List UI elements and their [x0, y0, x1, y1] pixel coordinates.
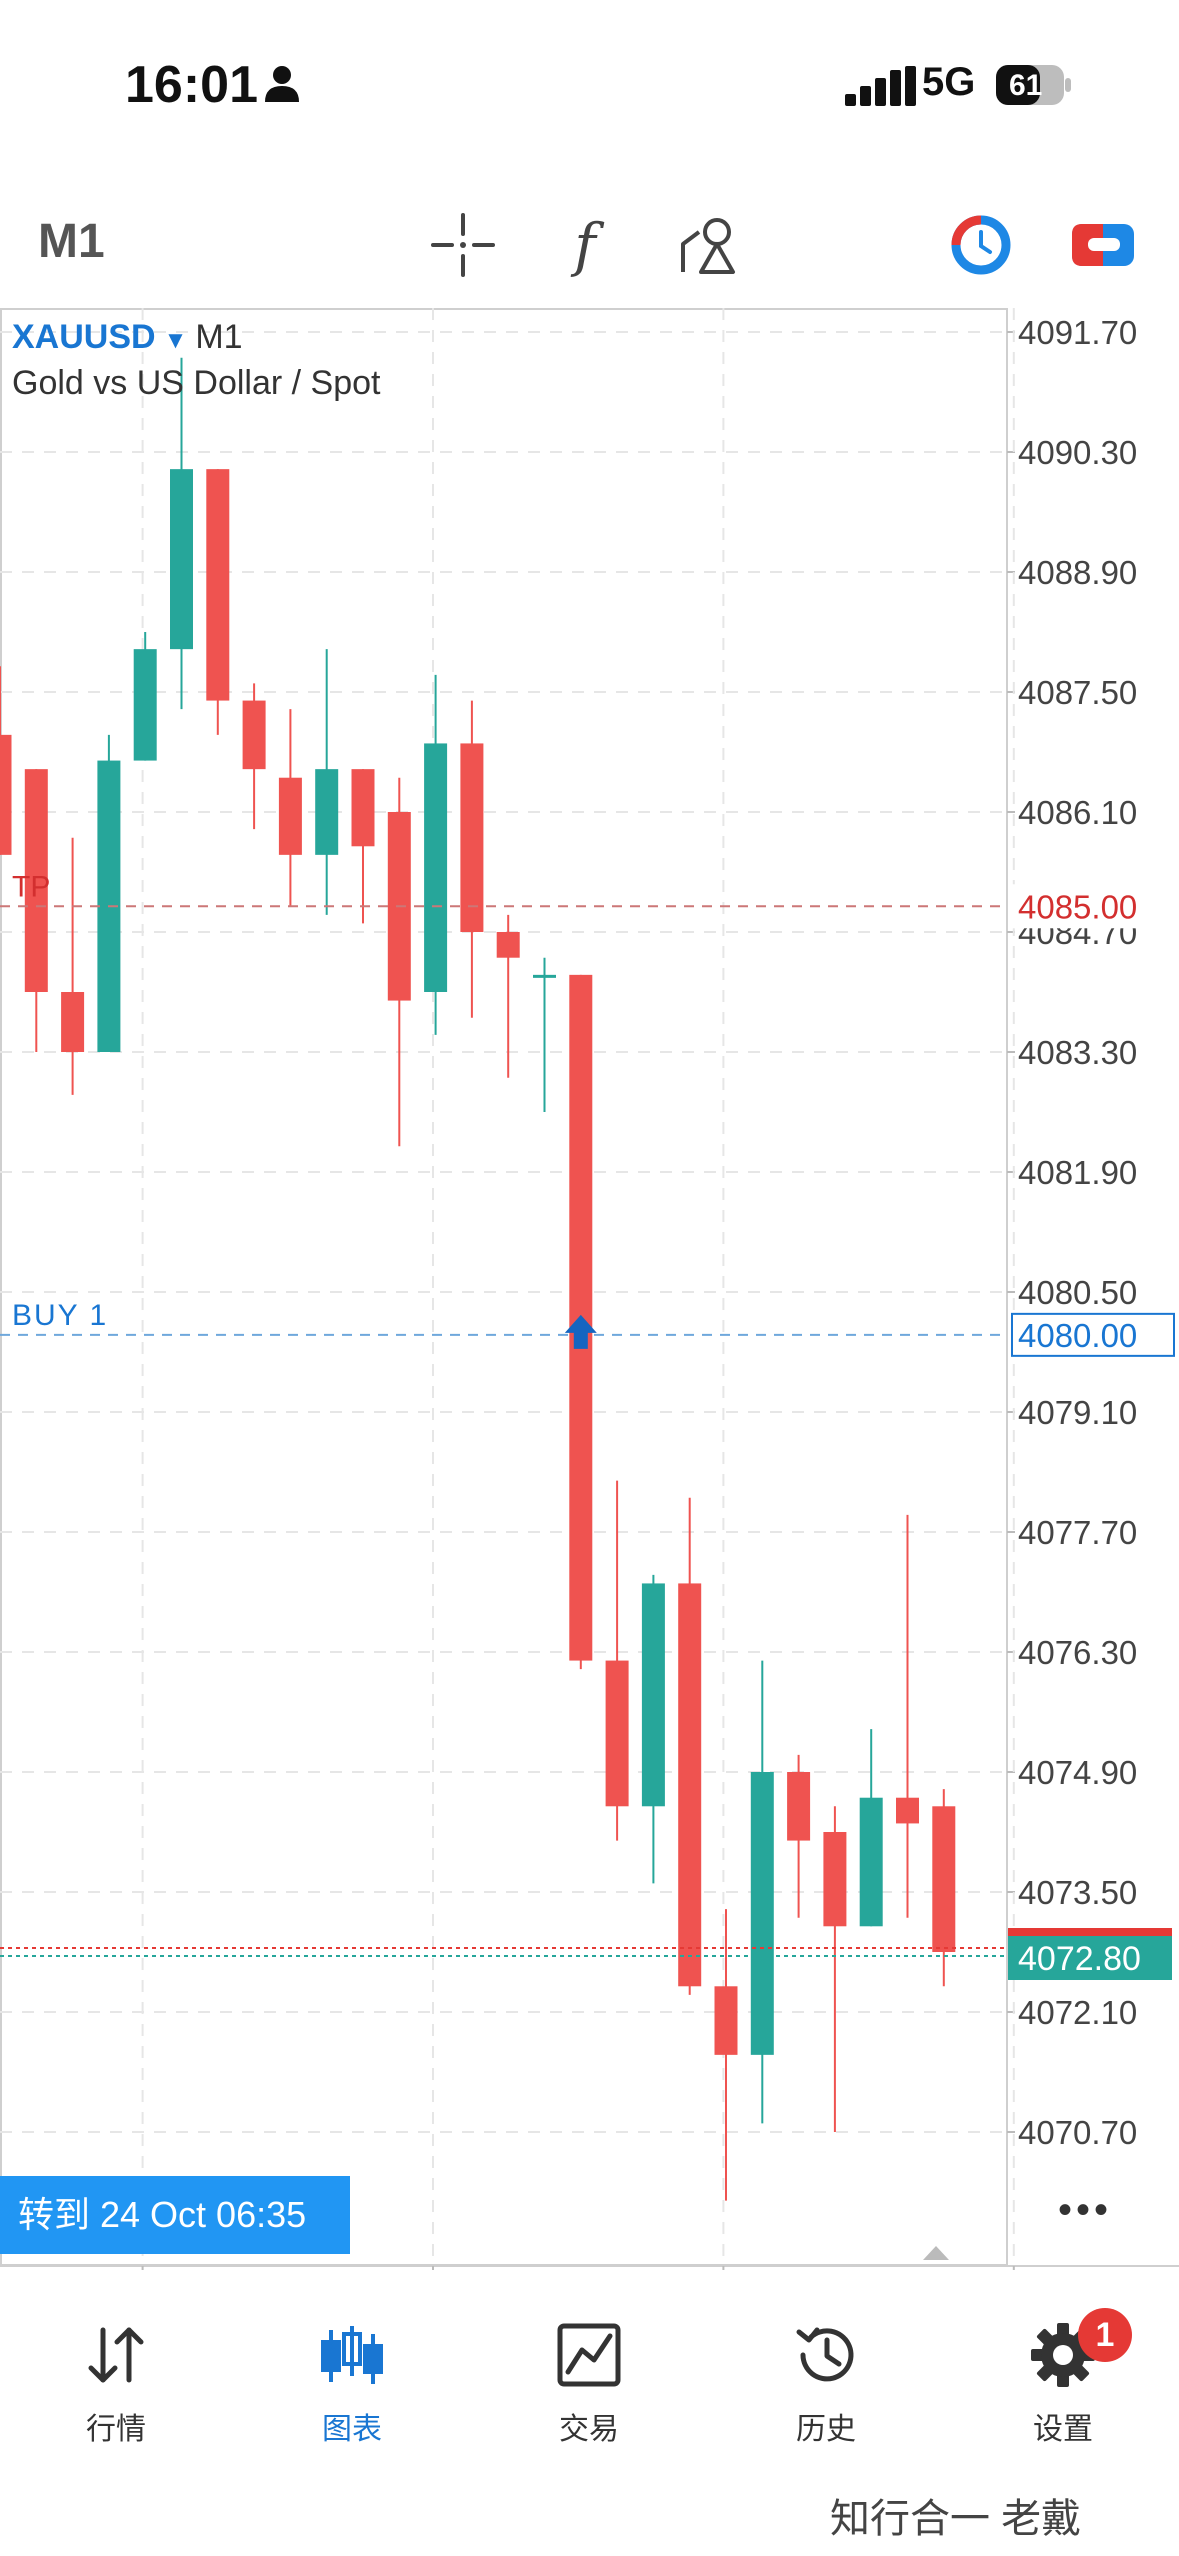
nav-label-chart: 图表	[322, 2413, 382, 2446]
candle-body[interactable]	[605, 1660, 629, 1807]
nav-item-chart[interactable]: 图表	[252, 2290, 452, 2450]
chart-shift-icon[interactable]	[923, 2246, 949, 2260]
y-tick-label: 4086.10	[1018, 794, 1137, 831]
settings-badge: 1	[1078, 2308, 1132, 2362]
status-time: 16:01	[125, 56, 258, 114]
y-tick-label: 4090.30	[1018, 434, 1137, 471]
candle-body[interactable]	[533, 974, 556, 978]
buy-price-box	[1011, 1312, 1175, 1357]
symbol-name[interactable]: XAUUSD	[12, 318, 156, 356]
ask-price-marker	[1008, 1928, 1172, 1938]
y-tick-label: 4076.30	[1018, 1634, 1137, 1671]
goto-date-button[interactable]: 转到 24 Oct 06:35	[0, 2176, 350, 2254]
candle-body[interactable]	[859, 1797, 883, 1927]
buy-label: BUY 1	[12, 1299, 108, 1332]
candle-body[interactable]	[61, 992, 85, 1052]
trade-clock-icon[interactable]	[946, 210, 1016, 280]
candle-body[interactable]	[896, 1797, 919, 1824]
buy-price-label: 4080.00	[1018, 1317, 1137, 1354]
candle-body[interactable]	[24, 769, 48, 992]
nav-label-trade: 交易	[559, 2413, 619, 2446]
symbol-description: Gold vs US Dollar / Spot	[12, 364, 381, 402]
candle-body[interactable]	[133, 649, 157, 761]
tp-price-bg	[1010, 884, 1178, 929]
y-tick-label: 4083.30	[1018, 1034, 1137, 1071]
candle-body[interactable]	[750, 1772, 774, 2055]
y-tick-label: 4080.50	[1018, 1274, 1137, 1311]
y-tick-label: 4070.70	[1018, 2114, 1137, 2151]
nav-item-history[interactable]: 历史	[726, 2290, 926, 2450]
network-label: 5G	[922, 60, 976, 104]
more-options-button[interactable]: •••	[1058, 2188, 1113, 2232]
nav-label-quotes: 行情	[86, 2413, 146, 2446]
battery-icon: 61	[995, 64, 1073, 106]
candle-body[interactable]	[823, 1832, 847, 1927]
quotes-icon	[88, 2327, 144, 2383]
tp-label: TP	[12, 870, 50, 903]
candle-body[interactable]	[278, 777, 302, 855]
person-icon	[265, 66, 299, 102]
candle-body[interactable]	[351, 769, 375, 847]
history-icon	[796, 2327, 854, 2382]
symbol-timeframe: M1	[195, 318, 243, 356]
watermark-text: 知行合一 老戴	[830, 2497, 1082, 2541]
battery-level: 61	[1009, 69, 1043, 102]
y-tick-label: 4087.50	[1018, 674, 1137, 711]
account-icon[interactable]	[1068, 210, 1138, 280]
chart-icon	[321, 2326, 383, 2384]
watermark: 知行合一 老戴	[830, 2486, 1081, 2544]
y-tick-label: 4074.90	[1018, 1754, 1137, 1791]
trade-icon	[557, 2323, 621, 2387]
candle-body[interactable]	[315, 769, 339, 855]
chart-symbol-header[interactable]: XAUUSD ▼ M1	[12, 318, 243, 357]
function-icon[interactable]: f	[550, 210, 620, 280]
candle-body[interactable]	[170, 469, 193, 650]
signal-icon	[845, 66, 916, 106]
y-tick-label: 4073.50	[1018, 1874, 1137, 1911]
chart-toolbar: M1 f	[0, 190, 1179, 300]
tp-price-label: 4085.00	[1018, 888, 1137, 925]
candle-body[interactable]	[714, 1986, 738, 2055]
buy-arrow-icon	[564, 1314, 597, 1349]
timeframe-button[interactable]: M1	[38, 215, 105, 268]
candle-body[interactable]	[460, 743, 484, 932]
candle-body[interactable]	[787, 1772, 811, 1841]
candle-body[interactable]	[641, 1583, 665, 1807]
y-tick-label: 4081.90	[1018, 1154, 1137, 1191]
y-tick-label: 4091.70	[1018, 314, 1137, 351]
y-tick-label: 4077.70	[1018, 1514, 1137, 1551]
candle-body[interactable]	[242, 700, 266, 770]
nav-item-quotes[interactable]: 行情	[16, 2290, 216, 2450]
y-tick-label: 4079.10	[1018, 1394, 1137, 1431]
current-price-box	[1008, 1936, 1172, 1980]
status-bar: 16:01 5G 61	[0, 0, 1179, 170]
symbol-dropdown-icon[interactable]: ▼	[163, 327, 188, 354]
nav-item-settings[interactable]: 设置 1	[963, 2290, 1163, 2450]
nav-label-settings: 设置	[1033, 2413, 1093, 2446]
candlestick-chart[interactable]: 4091.704090.304088.904087.504086.104084.…	[0, 308, 1179, 2270]
candle-body[interactable]	[206, 469, 230, 701]
candle-body[interactable]	[0, 734, 12, 855]
shapes-icon[interactable]	[675, 210, 745, 280]
candle-body[interactable]	[496, 932, 520, 958]
crosshair-icon[interactable]	[428, 210, 498, 280]
nav-item-trade[interactable]: 交易	[489, 2290, 689, 2450]
candle-body[interactable]	[932, 1806, 956, 1952]
candle-body[interactable]	[678, 1583, 702, 1987]
candle-body[interactable]	[424, 743, 448, 992]
bottom-navigation: 行情 图表 交易 历史	[0, 2290, 1179, 2460]
y-tick-label: 4072.10	[1018, 1994, 1137, 2031]
current-price-label: 4072.80	[1018, 1940, 1141, 1978]
plot-border	[0, 308, 1008, 2266]
y-tick-label: 4088.90	[1018, 554, 1137, 591]
price-chart[interactable]: 4091.70 4090.30 4088.90 4087.50 4086.10 4084.…	[0, 308, 1179, 2270]
nav-label-history: 历史	[796, 2413, 856, 2446]
svg-text:f: f	[570, 211, 605, 279]
